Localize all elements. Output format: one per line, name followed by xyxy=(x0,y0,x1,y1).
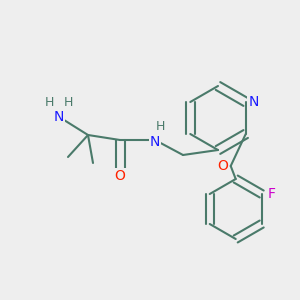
Text: N: N xyxy=(150,135,160,149)
Text: F: F xyxy=(268,187,276,201)
Text: H: H xyxy=(44,97,54,110)
Text: H: H xyxy=(63,97,73,110)
Text: O: O xyxy=(115,169,125,183)
Text: H: H xyxy=(155,121,165,134)
Text: N: N xyxy=(54,110,64,124)
Text: N: N xyxy=(248,95,259,109)
Text: O: O xyxy=(217,159,228,173)
